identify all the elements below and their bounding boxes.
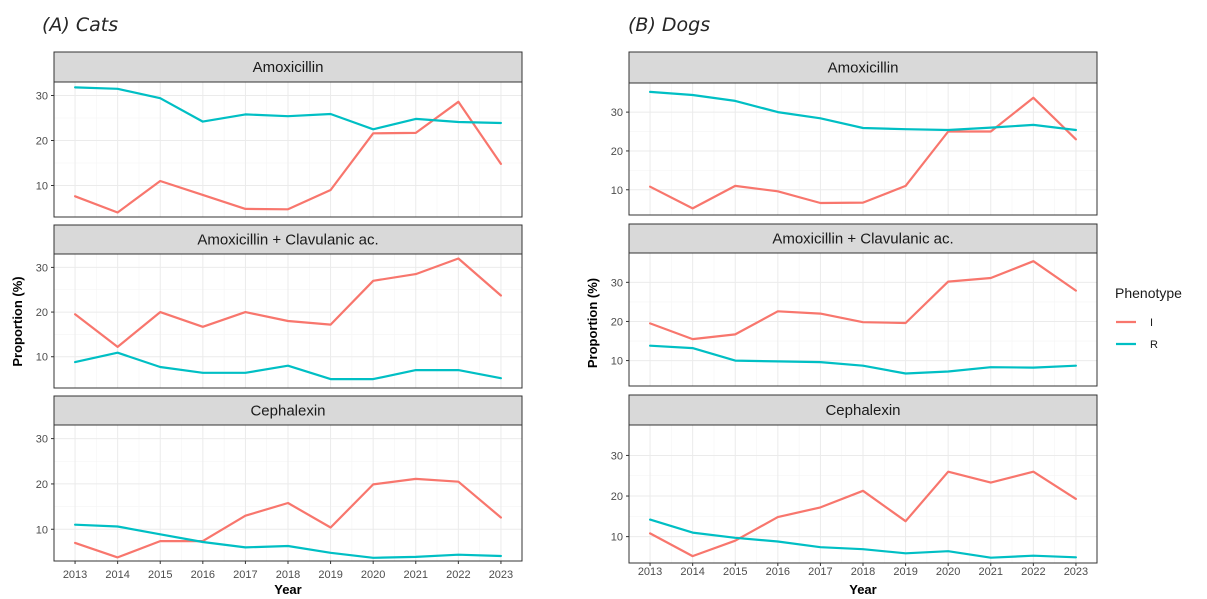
- y-tick-label: 30: [36, 91, 48, 103]
- x-tick-label: 2020: [361, 569, 385, 581]
- y-tick-label: 20: [36, 307, 48, 319]
- x-axis-title: Year: [274, 582, 301, 597]
- facet-panel: Amoxicillin + Clavulanic ac. 10 20 30: [611, 223, 1098, 387]
- series-line-R: [648, 344, 1078, 375]
- facet-label: Cephalexin: [825, 402, 900, 419]
- x-tick-label: 2023: [489, 569, 513, 581]
- x-tick-label: 2021: [979, 566, 1003, 578]
- facet-strip: [53, 51, 523, 83]
- facet-label: Amoxicillin + Clavulanic ac.: [772, 231, 953, 248]
- legend-label: R: [1150, 339, 1158, 351]
- chart-title: (B) Dogs: [628, 14, 710, 36]
- facet-strip: [53, 224, 523, 255]
- x-tick-label: 2017: [808, 566, 832, 578]
- x-tick-label: 2023: [1064, 566, 1088, 578]
- panel-border: [628, 252, 1098, 387]
- x-tick-label: 2013: [63, 569, 87, 581]
- series-line-I: [648, 96, 1078, 210]
- y-axis-title: Proportion (%): [10, 276, 25, 366]
- y-tick-label: 20: [611, 146, 623, 158]
- x-tick-label: 2018: [851, 566, 875, 578]
- y-tick-label: 30: [36, 262, 48, 274]
- x-tick-label: 2014: [105, 569, 129, 581]
- x-tick-label: 2016: [191, 569, 215, 581]
- y-tick-label: 10: [36, 181, 48, 193]
- x-tick-label: 2021: [404, 569, 428, 581]
- y-tick-label: 10: [611, 532, 623, 544]
- series-line-I: [648, 470, 1078, 558]
- x-tick-label: 2019: [318, 569, 342, 581]
- y-tick-label: 30: [611, 277, 623, 289]
- x-tick-label: 2022: [1021, 566, 1045, 578]
- series-line-I: [73, 100, 502, 214]
- facet-strip: [628, 51, 1098, 84]
- y-tick-label: 30: [611, 450, 623, 462]
- y-tick-label: 10: [611, 356, 623, 368]
- x-tick-label: 2020: [936, 566, 960, 578]
- facet-strip: [628, 223, 1098, 254]
- facet-label: Amoxicillin + Clavulanic ac.: [197, 232, 378, 249]
- facet-panel: Cephalexin 10 20 30 2013 2014 2015 2016 2017 2018…: [611, 394, 1098, 578]
- series-line-R: [648, 518, 1078, 559]
- legend: Phenotype IR: [1115, 285, 1182, 351]
- y-tick-label: 20: [611, 491, 623, 503]
- legend-label: I: [1150, 317, 1153, 329]
- y-tick-label: 10: [36, 352, 48, 364]
- x-tick-label: 2013: [638, 566, 662, 578]
- x-tick-label: 2017: [233, 569, 257, 581]
- x-tick-label: 2022: [446, 569, 470, 581]
- series-line-R: [73, 351, 502, 381]
- series-line-R: [73, 86, 502, 131]
- y-tick-label: 10: [611, 185, 623, 197]
- panel-border: [628, 82, 1098, 216]
- series-line-I: [73, 477, 502, 559]
- series-line-I: [73, 257, 502, 348]
- y-axis-title: Proportion (%): [585, 278, 600, 368]
- facet-label: Cephalexin: [250, 403, 325, 420]
- series-line-I: [648, 260, 1078, 341]
- x-axis-title: Year: [849, 582, 876, 597]
- x-tick-label: 2015: [148, 569, 172, 581]
- panel-border: [53, 81, 523, 218]
- y-tick-label: 30: [36, 434, 48, 446]
- facet-panel: Cephalexin 10 20 30 2013 2014 2015 2016 2017 2018…: [36, 395, 523, 581]
- x-tick-label: 2018: [276, 569, 300, 581]
- x-tick-label: 2016: [766, 566, 790, 578]
- chart-title: (A) Cats: [42, 14, 118, 36]
- facet-label: Amoxicillin: [253, 59, 324, 76]
- panel-border: [53, 253, 523, 389]
- x-tick-label: 2015: [723, 566, 747, 578]
- facet-label: Amoxicillin: [828, 60, 899, 77]
- facet-panel: Amoxicillin 10 20 30: [611, 51, 1098, 216]
- x-tick-label: 2019: [893, 566, 917, 578]
- x-tick-label: 2014: [680, 566, 704, 578]
- y-tick-label: 20: [611, 316, 623, 328]
- series-line-R: [73, 523, 502, 559]
- legend-title: Phenotype: [1115, 285, 1182, 301]
- y-tick-label: 10: [36, 524, 48, 536]
- y-tick-label: 20: [36, 136, 48, 148]
- y-tick-label: 30: [611, 107, 623, 119]
- facet-panel: Amoxicillin 10 20 30: [36, 51, 523, 218]
- series-line-R: [648, 90, 1078, 132]
- facet-panel: Amoxicillin + Clavulanic ac. 10 20 30: [36, 224, 523, 389]
- y-tick-label: 20: [36, 479, 48, 491]
